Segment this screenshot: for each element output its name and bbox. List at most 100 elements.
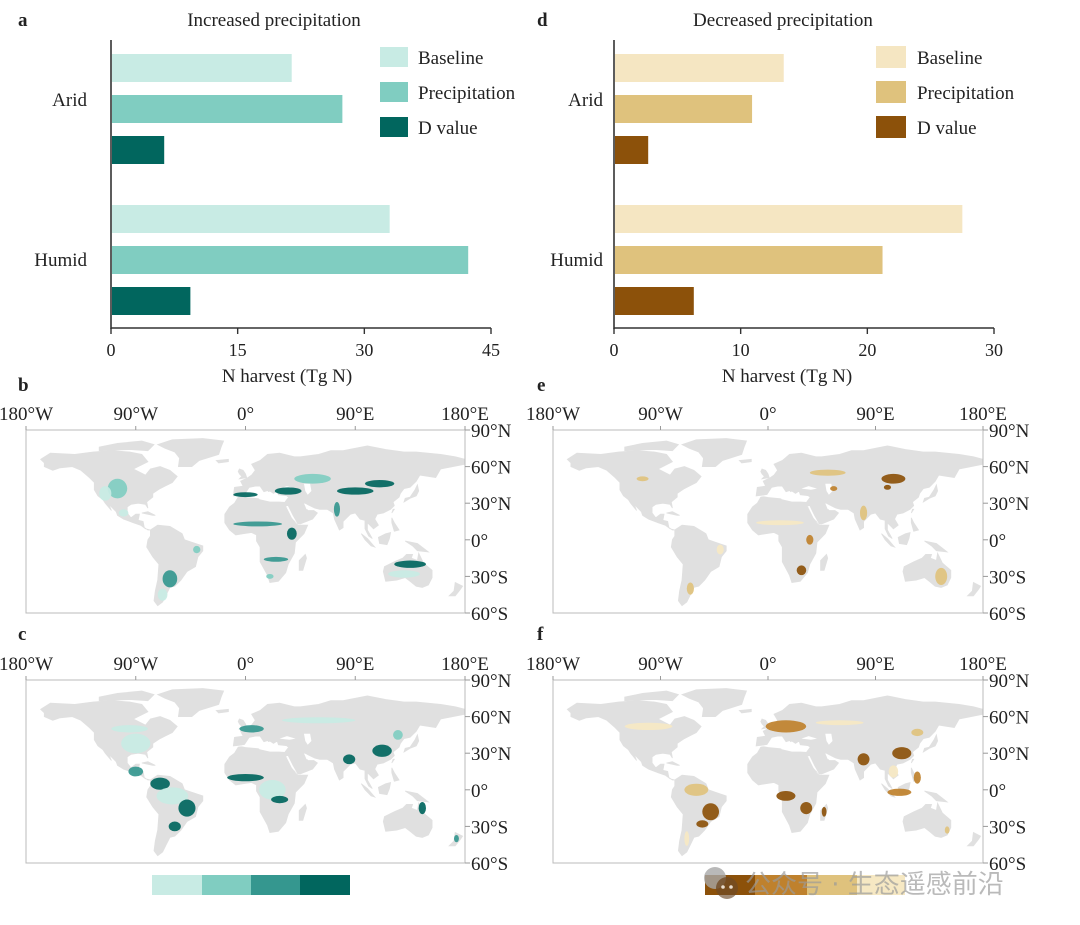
data-cell — [815, 720, 864, 726]
sea — [285, 755, 298, 776]
legend-label-precipitation-d: Precipitation — [917, 83, 1015, 104]
data-cell — [821, 806, 827, 817]
legend-d: Baseline Precipitation D value — [876, 46, 1015, 139]
lon-tick-label: 0° — [759, 404, 776, 425]
data-cell — [944, 826, 950, 834]
landmass-north-america — [566, 450, 702, 531]
landmass-new-guinea — [404, 540, 430, 553]
lat-tick-label: 30°N — [989, 494, 1030, 515]
sea — [304, 483, 312, 495]
lon-tick-label: 90°W — [113, 654, 158, 675]
lat-tick-label: 30°N — [471, 744, 512, 765]
legend-label-dvalue-a: D value — [418, 118, 478, 139]
lat-tick-label: 30°N — [989, 744, 1030, 765]
legend-swatch-precipitation-a — [380, 82, 408, 102]
landmass-new-zealand — [966, 581, 982, 597]
data-cell — [686, 582, 694, 595]
data-cell — [128, 766, 144, 777]
legend-a: Baseline Precipitation D value — [380, 47, 516, 139]
x-tick-label-a: 15 — [229, 340, 247, 360]
data-cell — [178, 799, 196, 817]
colorbar-bin-2-f — [755, 875, 807, 895]
lat-tick-label: 60°S — [989, 854, 1026, 875]
bar-a-arid-dvalue — [112, 136, 165, 164]
lat-tick-label: 60°S — [471, 604, 508, 625]
lon-tick-label: 90°E — [856, 654, 894, 675]
lat-tick-label: 30°N — [471, 494, 512, 515]
data-cell — [935, 567, 948, 585]
data-cell — [282, 717, 356, 724]
bar-d-arid-precipitation — [615, 95, 753, 123]
sea — [762, 491, 810, 502]
landmass-japan — [403, 733, 420, 753]
landmass-new-zealand — [448, 581, 464, 597]
lat-tick-label: 30°S — [471, 567, 508, 588]
landmass-south-america — [670, 524, 727, 607]
landmass-sumatra — [360, 533, 377, 548]
lat-tick-label: 0° — [471, 781, 488, 802]
landmass-indonesia-borneo — [897, 531, 911, 546]
legend-swatch-baseline-d — [876, 46, 906, 68]
landmass-south-america — [146, 524, 204, 607]
landmass-cuba — [666, 511, 680, 516]
category-label-arid-d: Arid — [568, 90, 603, 111]
landmass-sri-lanka-taiwan — [391, 758, 396, 764]
landmass-eurasia-africa — [224, 445, 465, 583]
data-cell — [233, 521, 283, 527]
land-f — [566, 688, 983, 857]
data-cell — [162, 570, 178, 588]
data-cell — [372, 744, 392, 757]
lat-tick-label: 60°S — [471, 854, 508, 875]
x-ticks-d: 0 10 20 30 — [610, 328, 1003, 360]
data-cell — [258, 780, 286, 800]
x-axis-label-d: N harvest (Tg N) — [722, 366, 852, 387]
data-cell — [118, 509, 129, 517]
panel-e-map: 180°W 90°W 0° 90°E 180°E90°N 60°N 30°N 0° 30°S 60… — [526, 404, 1030, 625]
data-cell — [107, 478, 128, 499]
lon-tick-label: 180°W — [526, 404, 580, 425]
lat-tick-label: 90°N — [471, 671, 512, 692]
landmass-greenland — [156, 688, 225, 717]
colorbar-legend-c — [152, 875, 350, 895]
colorbar-bin-2-c — [202, 875, 251, 895]
landmass-iceland — [738, 458, 752, 464]
sea — [825, 733, 833, 745]
landmass-sri-lanka-taiwan — [910, 508, 915, 514]
x-ticks-a: 0 15 30 45 — [107, 328, 500, 360]
lat-tick-label: 60°N — [989, 708, 1030, 729]
landmass-sri-lanka-taiwan — [391, 508, 396, 514]
lat-tick-label: 60°S — [989, 604, 1026, 625]
data-cell — [684, 783, 709, 796]
panel-c-map: 180°W 90°W 0° 90°E 180°E90°N 60°N 30°N 0° 30°S 60… — [0, 654, 512, 875]
landmass-iceland — [215, 708, 229, 714]
landmass-philippines — [910, 517, 920, 532]
lon-tick-label: 180°W — [526, 654, 580, 675]
panel-f-map: 180°W 90°W 0° 90°E 180°E90°N 60°N 30°N 0° 30°S 60… — [526, 654, 1030, 875]
land-c — [39, 688, 465, 857]
lat-tick-label: 90°N — [989, 421, 1030, 442]
sea — [304, 503, 314, 510]
landmass-philippines — [391, 767, 400, 782]
data-cell — [756, 520, 804, 526]
landmass-new-zealand — [966, 831, 982, 847]
landmass-arctic-islands — [98, 440, 155, 452]
data-cell — [887, 788, 912, 796]
chart-title-a: Increased precipitation — [187, 10, 361, 31]
sea — [801, 736, 817, 740]
data-cells-c — [111, 717, 459, 843]
bar-a-humid-precipitation — [112, 246, 469, 274]
colorbar-bin-4-f — [857, 875, 905, 895]
watermark-text: 公众号 · 生态遥感前沿 — [745, 870, 1004, 900]
landmass-sri-lanka-taiwan — [910, 758, 915, 764]
data-cell — [696, 820, 709, 828]
landmass-indonesia-borneo — [377, 531, 392, 546]
legend-label-precipitation-a: Precipitation — [418, 83, 516, 104]
data-cell — [454, 834, 459, 843]
landmass-uk — [760, 468, 770, 480]
legend-swatch-dvalue-d — [876, 116, 906, 138]
lon-tick-label: 180°E — [959, 654, 1007, 675]
bars-d — [615, 54, 963, 315]
lon-tick-label: 90°W — [638, 404, 683, 425]
landmass-japan — [403, 483, 420, 503]
